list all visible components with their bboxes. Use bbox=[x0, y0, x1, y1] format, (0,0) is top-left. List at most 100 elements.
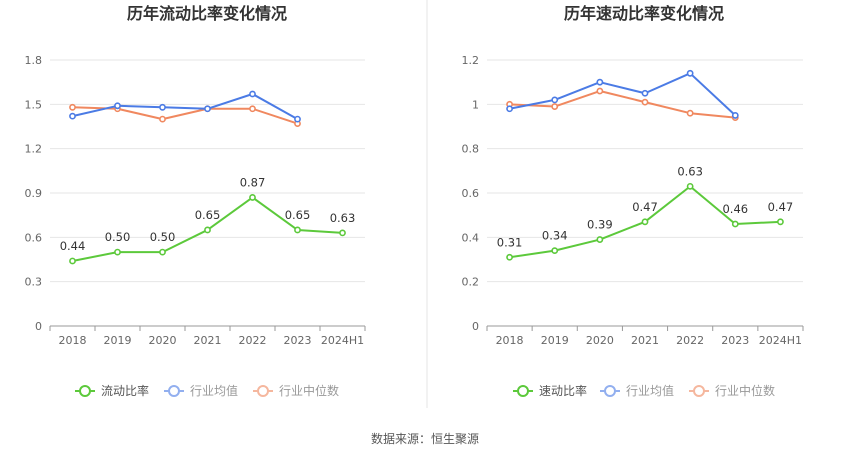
x-tick-label: 2018 bbox=[496, 334, 524, 347]
data-label: 0.50 bbox=[150, 230, 176, 244]
x-tick-label: 2019 bbox=[104, 334, 132, 347]
y-tick-label: 0 bbox=[472, 320, 479, 333]
x-tick-label: 2021 bbox=[194, 334, 222, 347]
y-tick-label: 1.2 bbox=[25, 143, 43, 156]
x-tick-label: 2020 bbox=[586, 334, 614, 347]
data-point bbox=[596, 87, 604, 95]
data-label: 0.63 bbox=[677, 164, 703, 178]
y-tick-label: 0.6 bbox=[462, 187, 480, 200]
data-point bbox=[159, 103, 166, 111]
y-tick-label: 0.4 bbox=[462, 231, 480, 244]
x-tick-label: 2024H1 bbox=[321, 334, 364, 347]
data-label: 0.46 bbox=[722, 202, 748, 216]
x-tick-label: 2020 bbox=[149, 334, 177, 347]
series-line bbox=[72, 92, 298, 120]
x-tick-label: 2018 bbox=[59, 334, 87, 347]
data-label: 0.65 bbox=[195, 208, 221, 222]
y-tick-label: 1.8 bbox=[25, 54, 43, 67]
y-tick-label: 0.8 bbox=[462, 143, 480, 156]
data-point bbox=[249, 194, 256, 201]
y-tick-label: 1 bbox=[472, 98, 479, 111]
legend-label: 行业均值 bbox=[190, 383, 238, 398]
data-point bbox=[686, 182, 694, 190]
data-point bbox=[731, 112, 739, 119]
x-tick-label: 2019 bbox=[541, 334, 569, 347]
data-point bbox=[551, 96, 559, 104]
data-label: 0.87 bbox=[240, 175, 266, 189]
data-point bbox=[204, 226, 211, 234]
series-line bbox=[72, 106, 298, 125]
data-point bbox=[596, 78, 604, 86]
legend-label: 行业中位数 bbox=[715, 383, 775, 398]
legend-icon-industry-median bbox=[257, 385, 269, 397]
series-line bbox=[509, 90, 736, 119]
data-point bbox=[69, 257, 76, 265]
y-tick-label: 0.3 bbox=[25, 276, 43, 289]
data-point bbox=[641, 218, 649, 226]
data-point bbox=[686, 109, 694, 117]
legend-icon-industry-median bbox=[693, 385, 705, 397]
x-tick-label: 2021 bbox=[631, 334, 659, 347]
legend-item: 行业均值 bbox=[164, 383, 238, 398]
data-label: 0.47 bbox=[632, 200, 658, 214]
data-point bbox=[551, 247, 559, 255]
data-point bbox=[641, 89, 649, 97]
data-point bbox=[339, 229, 346, 237]
data-label: 0.44 bbox=[60, 239, 86, 253]
data-point bbox=[551, 103, 559, 110]
data-label: 0.39 bbox=[587, 218, 613, 232]
data-point bbox=[69, 103, 76, 111]
legend-label: 行业均值 bbox=[626, 383, 674, 398]
data-point bbox=[731, 220, 739, 228]
x-tick-label: 2023 bbox=[721, 334, 749, 347]
chart-title: 历年流动比率变化情况 bbox=[127, 4, 287, 23]
y-tick-label: 1.2 bbox=[462, 54, 480, 67]
data-point bbox=[204, 105, 211, 113]
data-point bbox=[249, 90, 256, 98]
legend-icon-industry-average bbox=[604, 385, 616, 397]
data-label: 0.63 bbox=[330, 211, 356, 225]
series-line bbox=[509, 72, 736, 117]
data-source-note: 数据来源：恒生聚源 bbox=[370, 432, 479, 446]
data-point bbox=[777, 218, 784, 226]
data-point bbox=[249, 105, 256, 113]
x-tick-label: 2022 bbox=[239, 334, 267, 347]
x-tick-label: 2024H1 bbox=[759, 334, 802, 347]
data-label: 0.65 bbox=[285, 208, 311, 222]
y-tick-label: 0.2 bbox=[462, 276, 480, 289]
legend-label: 流动比率 bbox=[101, 383, 149, 398]
legend-icon-primary bbox=[79, 385, 91, 397]
legend-item: 行业均值 bbox=[600, 383, 674, 398]
data-point bbox=[114, 102, 121, 110]
y-tick-label: 0.9 bbox=[25, 187, 43, 200]
data-point bbox=[641, 98, 649, 106]
data-label: 0.50 bbox=[105, 230, 131, 244]
data-point bbox=[159, 115, 166, 123]
y-tick-label: 0 bbox=[35, 320, 42, 333]
chart-title: 历年速动比率变化情况 bbox=[564, 4, 724, 23]
y-tick-label: 1.5 bbox=[25, 98, 43, 111]
legend-item: 行业中位数 bbox=[689, 383, 775, 398]
data-point bbox=[159, 248, 166, 256]
data-point bbox=[506, 253, 513, 261]
data-point bbox=[686, 69, 694, 77]
legend-item: 流动比率 bbox=[75, 383, 149, 398]
legend-label: 行业中位数 bbox=[279, 383, 339, 398]
data-point bbox=[596, 236, 604, 243]
data-label: 0.31 bbox=[497, 235, 523, 249]
x-tick-label: 2022 bbox=[676, 334, 704, 347]
legend-icon-primary bbox=[517, 385, 529, 397]
legend-item: 速动比率 bbox=[513, 383, 587, 398]
data-point bbox=[114, 248, 121, 256]
data-point bbox=[294, 115, 301, 123]
chart-2: 历年速动比率变化情况 0 0.2 0.4 0.6 0.8 1 1.2 2018 2019 2020 2… bbox=[462, 4, 804, 398]
data-label: 0.47 bbox=[768, 200, 794, 214]
legend-item: 行业中位数 bbox=[253, 383, 339, 398]
data-point bbox=[69, 112, 76, 120]
y-tick-label: 0.6 bbox=[25, 231, 43, 244]
x-tick-label: 2023 bbox=[284, 334, 312, 347]
data-label: 0.34 bbox=[542, 229, 568, 243]
legend-label: 速动比率 bbox=[539, 383, 587, 398]
